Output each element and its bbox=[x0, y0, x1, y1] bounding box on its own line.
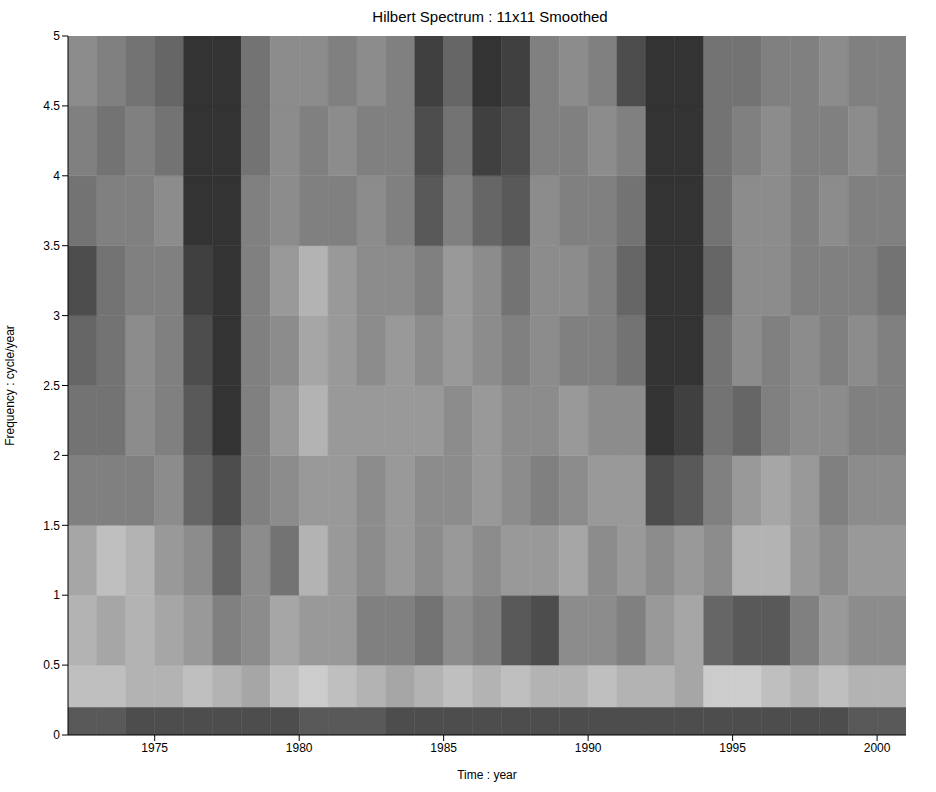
svg-text:1980: 1980 bbox=[286, 741, 313, 755]
svg-text:2.5: 2.5 bbox=[43, 379, 60, 393]
html-text:Hilbert Spectrum : 11x11 Smoot: Hilbert Spectrum : 11x11 Smoothed bbox=[372, 8, 608, 25]
svg-text:1975: 1975 bbox=[141, 741, 168, 755]
svg-text:3.5: 3.5 bbox=[43, 239, 60, 253]
svg-text:1.5: 1.5 bbox=[43, 519, 60, 533]
svg-text:1990: 1990 bbox=[575, 741, 602, 755]
svg-text:1: 1 bbox=[53, 588, 60, 602]
svg-text:1995: 1995 bbox=[719, 741, 746, 755]
svg-text:Time : year: Time : year bbox=[457, 768, 517, 782]
svg-text:1985: 1985 bbox=[430, 741, 457, 755]
svg-text:5: 5 bbox=[53, 30, 60, 43]
svg-text:Frequency : cycle/year: Frequency : cycle/year bbox=[3, 325, 17, 446]
svg-text:0: 0 bbox=[53, 728, 60, 742]
svg-text:4: 4 bbox=[53, 169, 60, 183]
svg-text:4.5: 4.5 bbox=[43, 99, 60, 113]
svg-text:0.5: 0.5 bbox=[43, 658, 60, 672]
svg-text:2000: 2000 bbox=[864, 741, 891, 755]
svg-text:2: 2 bbox=[53, 449, 60, 463]
svg-text:3: 3 bbox=[53, 309, 60, 323]
